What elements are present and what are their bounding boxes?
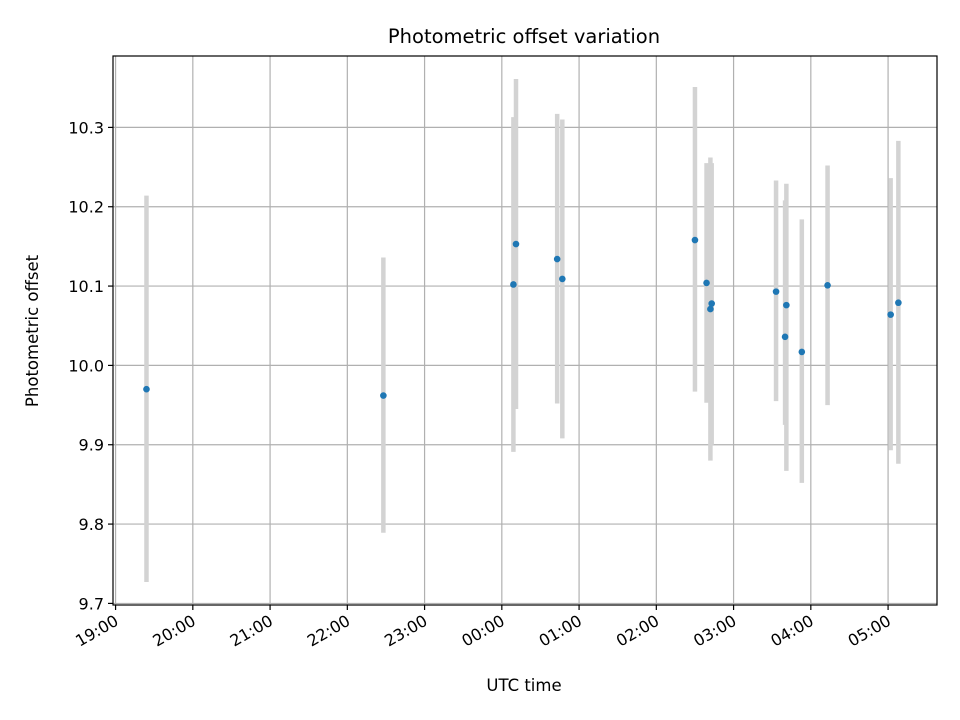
data-point — [887, 311, 894, 318]
x-tick-label: 22:00 — [304, 611, 353, 651]
data-point — [380, 392, 387, 399]
y-axis-ticks: 9.7 9.8 9.9 10.0 10.1 10.2 10.3 — [68, 118, 113, 613]
y-tick-label: 9.9 — [79, 436, 104, 455]
data-point — [798, 348, 806, 356]
x-tick-label: 00:00 — [458, 611, 507, 651]
x-tick-label: 02:00 — [613, 611, 662, 651]
x-tick-label: 21:00 — [227, 611, 276, 651]
grid — [113, 56, 937, 605]
x-tick-label: 05:00 — [845, 611, 894, 651]
x-axis-ticks: 19:00 20:00 21:00 22:00 23:00 00:00 01:00 02:00… — [72, 605, 894, 651]
y-tick-label: 10.0 — [68, 356, 104, 375]
data-point — [553, 255, 561, 263]
x-tick-label: 03:00 — [690, 611, 739, 651]
data-point — [824, 281, 831, 289]
data-point — [691, 236, 699, 244]
y-axis-label: Photometric offset — [23, 254, 42, 407]
x-tick-label: 20:00 — [149, 611, 198, 651]
y-tick-label: 9.8 — [79, 515, 104, 534]
data-point — [772, 288, 780, 295]
error-bars — [144, 79, 901, 582]
data-point — [895, 299, 902, 307]
y-tick-label: 10.2 — [68, 198, 104, 217]
data-point — [783, 301, 790, 309]
plot-frame — [112, 55, 938, 606]
data-point — [703, 279, 710, 287]
x-tick-label: 23:00 — [381, 611, 430, 651]
y-tick-label: 10.1 — [68, 277, 104, 296]
x-tick-label: 04:00 — [767, 611, 816, 651]
x-tick-label: 01:00 — [536, 611, 585, 651]
data-point — [708, 300, 715, 307]
data-point — [510, 281, 517, 288]
data-point — [707, 305, 714, 313]
data-point — [143, 385, 150, 393]
y-tick-label: 10.3 — [68, 118, 104, 137]
data-point — [559, 275, 566, 283]
chart-title: Photometric offset variation — [388, 25, 660, 48]
data-point — [512, 240, 520, 248]
x-axis-label: UTC time — [486, 676, 561, 695]
y-tick-label: 9.7 — [79, 594, 104, 613]
data-point — [781, 333, 789, 341]
data-points — [143, 236, 902, 399]
x-tick-label: 19:00 — [72, 611, 121, 651]
